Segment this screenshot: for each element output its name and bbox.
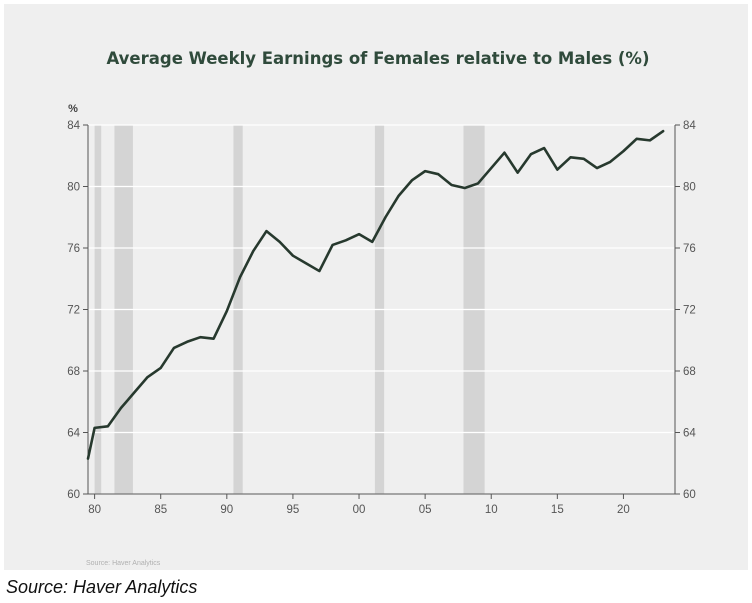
data-point-2021 [635, 137, 638, 140]
y-tick-label-left: 76 [67, 243, 80, 255]
data-point-2012 [516, 171, 519, 174]
x-tick-label: 90 [220, 504, 233, 516]
data-point-1994 [278, 240, 281, 243]
data-point-1998 [331, 244, 334, 246]
data-point-1996 [305, 262, 308, 265]
data-point-2022 [648, 139, 651, 142]
data-point-1995 [292, 254, 294, 257]
data-point-1980 [93, 426, 96, 429]
x-tick-label: 80 [88, 504, 101, 516]
data-point-2003 [397, 194, 400, 197]
data-point-1993 [265, 230, 268, 232]
data-point-2013 [529, 153, 532, 156]
y-tick-label-left: 64 [67, 428, 80, 440]
data-point-2008 [463, 187, 466, 189]
x-tick-label: 95 [287, 504, 300, 516]
data-point-1991 [239, 276, 241, 279]
data-point-1990 [225, 310, 228, 312]
y-tick-label-right: 60 [683, 489, 696, 501]
x-tick-label: 10 [485, 504, 498, 516]
y-tick-label-left: 72 [67, 305, 80, 317]
line-chart: Average Weekly Earnings of Females relat… [67, 49, 696, 567]
data-point-2023 [662, 130, 665, 133]
x-tick-label: 20 [617, 504, 630, 516]
data-point-2016 [569, 156, 572, 159]
data-point-1987 [186, 340, 189, 343]
data-point-2020 [622, 150, 625, 153]
data-point-1997 [318, 270, 321, 272]
y-unit-label: % [68, 103, 78, 115]
y-tick-label-right: 84 [683, 120, 696, 132]
x-tick-label: 15 [551, 504, 564, 516]
data-point-1985 [159, 367, 162, 369]
data-point-2005 [424, 170, 427, 173]
y-tick-label-right: 80 [683, 182, 696, 194]
data-point-1989 [212, 337, 215, 340]
data-point-2011 [503, 151, 506, 154]
chart-panel: Average Weekly Earnings of Females relat… [4, 4, 748, 570]
data-point-2006 [437, 173, 440, 176]
y-tick-label-left: 60 [67, 489, 80, 501]
data-point-2015 [556, 168, 559, 171]
y-tick-label-right: 64 [683, 428, 696, 440]
data-point-2018 [596, 167, 598, 169]
data-point-1979 [87, 457, 89, 460]
data-point-1988 [199, 336, 202, 339]
y-tick-label-left: 68 [67, 366, 80, 378]
x-tick-label: 85 [154, 504, 167, 516]
data-point-2004 [411, 179, 413, 182]
data-point-2001 [371, 240, 374, 243]
data-point-1999 [344, 239, 347, 242]
data-point-2010 [490, 167, 493, 169]
data-point-2007 [450, 184, 453, 186]
y-tick-label-right: 68 [683, 366, 696, 378]
x-tick-label: 05 [419, 504, 432, 516]
data-point-2014 [543, 147, 546, 149]
data-point-1986 [173, 347, 175, 349]
data-point-2019 [609, 161, 612, 163]
data-point-1981 [106, 425, 109, 428]
data-point-1992 [252, 250, 255, 252]
x-tick-label: 00 [353, 504, 366, 516]
source-caption: Source: Haver Analytics [6, 577, 198, 597]
y-tick-label-left: 80 [67, 182, 80, 194]
y-tick-label-right: 76 [683, 243, 696, 255]
chart-source-note: Source: Haver Analytics [86, 560, 161, 567]
data-point-2009 [477, 182, 479, 185]
data-point-1982 [120, 407, 122, 409]
data-point-1984 [146, 376, 149, 379]
y-tick-label-left: 84 [67, 120, 80, 132]
data-point-2017 [582, 157, 585, 160]
y-tick-label-right: 72 [683, 305, 696, 317]
chart-title: Average Weekly Earnings of Females relat… [106, 49, 649, 68]
data-point-1983 [133, 391, 136, 394]
data-point-2000 [358, 233, 360, 236]
data-point-2002 [384, 216, 387, 219]
